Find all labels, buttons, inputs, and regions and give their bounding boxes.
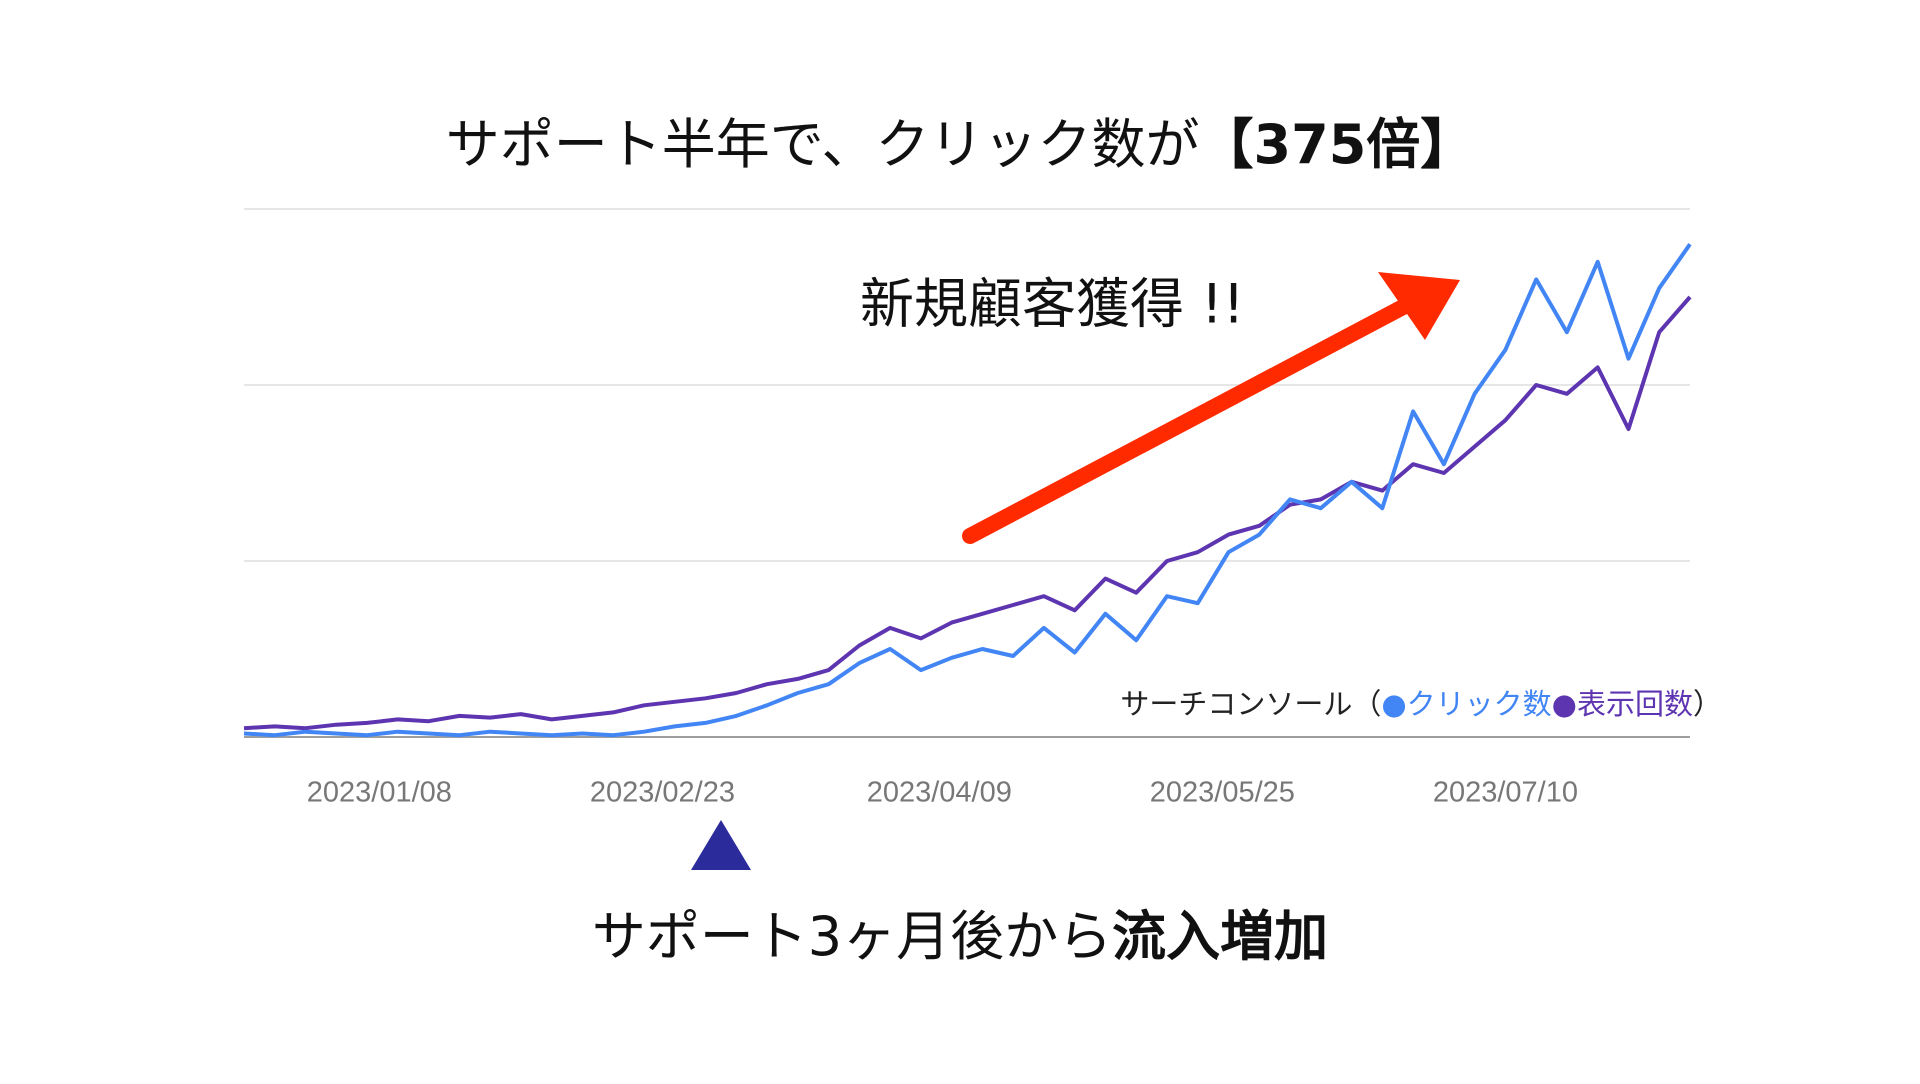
legend-prefix: サーチコンソール（ (1120, 687, 1381, 721)
legend-swatch: ● (1552, 687, 1577, 721)
x-tick-label: 2023/01/08 (307, 777, 452, 809)
legend: サーチコンソール（●クリック数●表示回数） (1120, 687, 1722, 721)
x-tick-label: 2023/04/09 (867, 777, 1012, 809)
arrow-head (1378, 272, 1460, 340)
legend-entry: クリック数 (1407, 687, 1552, 721)
legend-swatch: ● (1381, 687, 1406, 721)
annotation: 新規顧客獲得 !! (860, 273, 1244, 336)
legend-suffix: ） (1693, 687, 1722, 721)
grid (244, 208, 1690, 738)
x-tick-label: 2023/02/23 (590, 777, 735, 809)
x-tick-label: 2023/07/10 (1433, 777, 1578, 809)
chart-title-emphasis: 【375倍】 (1200, 113, 1475, 176)
marker-triangle (691, 820, 751, 870)
chart-title: サポート半年で、クリック数が (446, 113, 1200, 176)
chart-title-group: サポート半年で、クリック数が【375倍】 (446, 113, 1475, 176)
x-tick-label: 2023/05/25 (1150, 777, 1295, 809)
red-arrow (962, 272, 1460, 544)
caption-emphasis: 流入増加 (1112, 905, 1328, 968)
caption-group: サポート3ヶ月後から流入増加 (592, 905, 1328, 968)
caption: サポート3ヶ月後から (592, 905, 1112, 968)
legend-entry: 表示回数 (1577, 687, 1693, 721)
arrow-shaft (962, 298, 1413, 544)
series-line (243, 243, 1692, 738)
series-line (243, 295, 1692, 731)
